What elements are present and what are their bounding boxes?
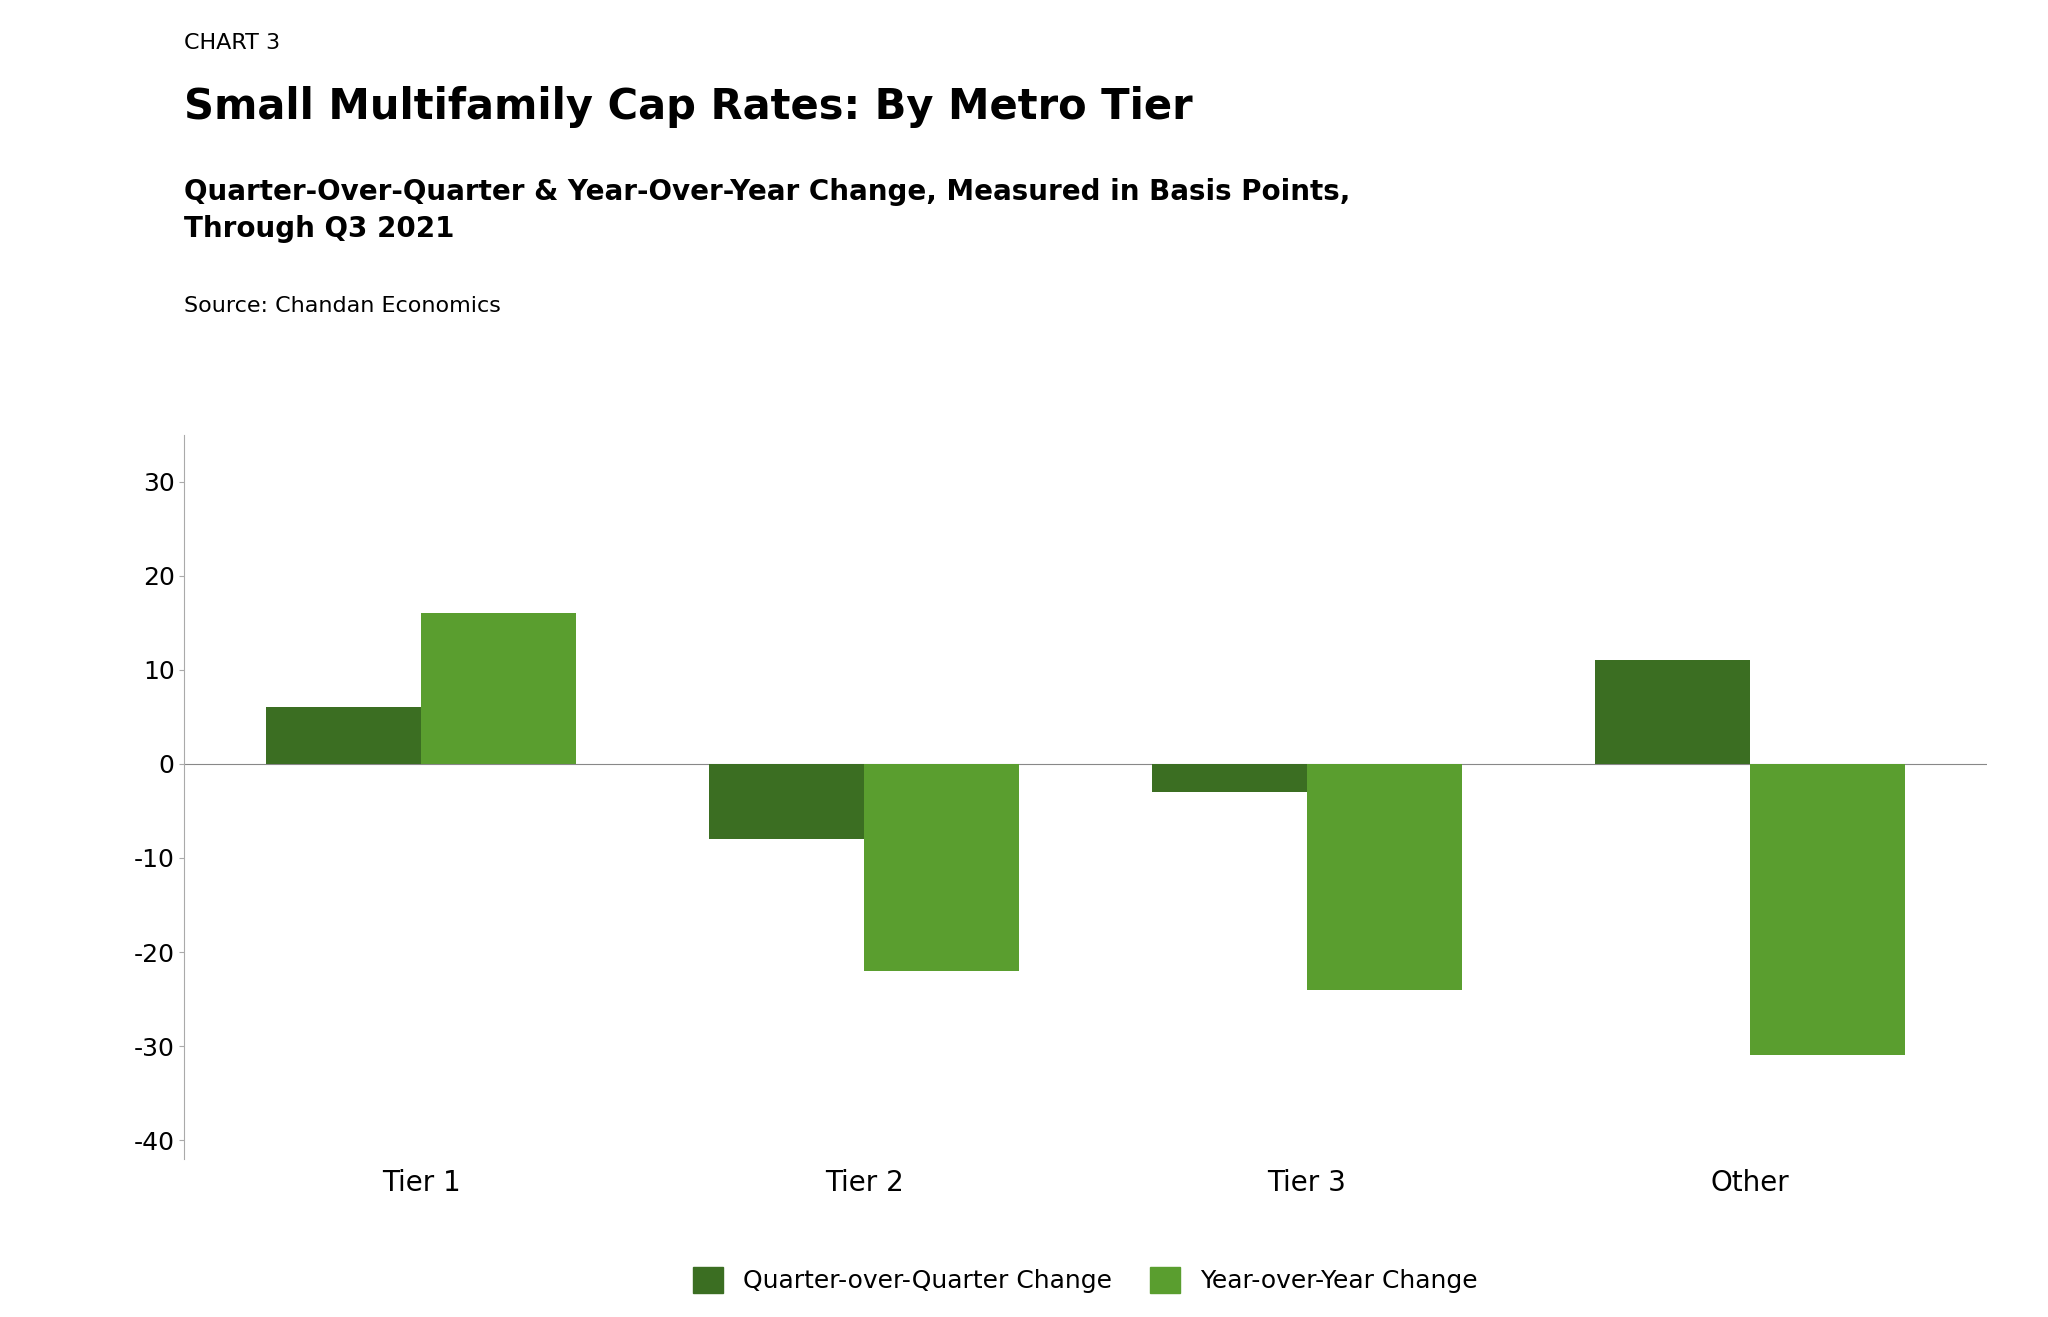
Bar	[1151, 764, 1307, 792]
Bar	[266, 707, 422, 764]
Bar	[709, 764, 864, 839]
Bar	[1749, 764, 1905, 1055]
Legend: Quarter-over-Quarter Change, Year-over-Year Change: Quarter-over-Quarter Change, Year-over-Y…	[680, 1255, 1491, 1306]
Bar	[1595, 660, 1749, 764]
Text: Quarter-Over-Quarter & Year-Over-Year Change, Measured in Basis Points,
Through : Quarter-Over-Quarter & Year-Over-Year Ch…	[184, 178, 1352, 242]
Text: Small Multifamily Cap Rates: By Metro Tier: Small Multifamily Cap Rates: By Metro Ti…	[184, 86, 1192, 128]
Bar	[422, 614, 575, 764]
Bar	[864, 764, 1020, 971]
Text: Source: Chandan Economics: Source: Chandan Economics	[184, 296, 502, 316]
Text: CHART 3: CHART 3	[184, 33, 281, 53]
Bar	[1307, 764, 1462, 989]
